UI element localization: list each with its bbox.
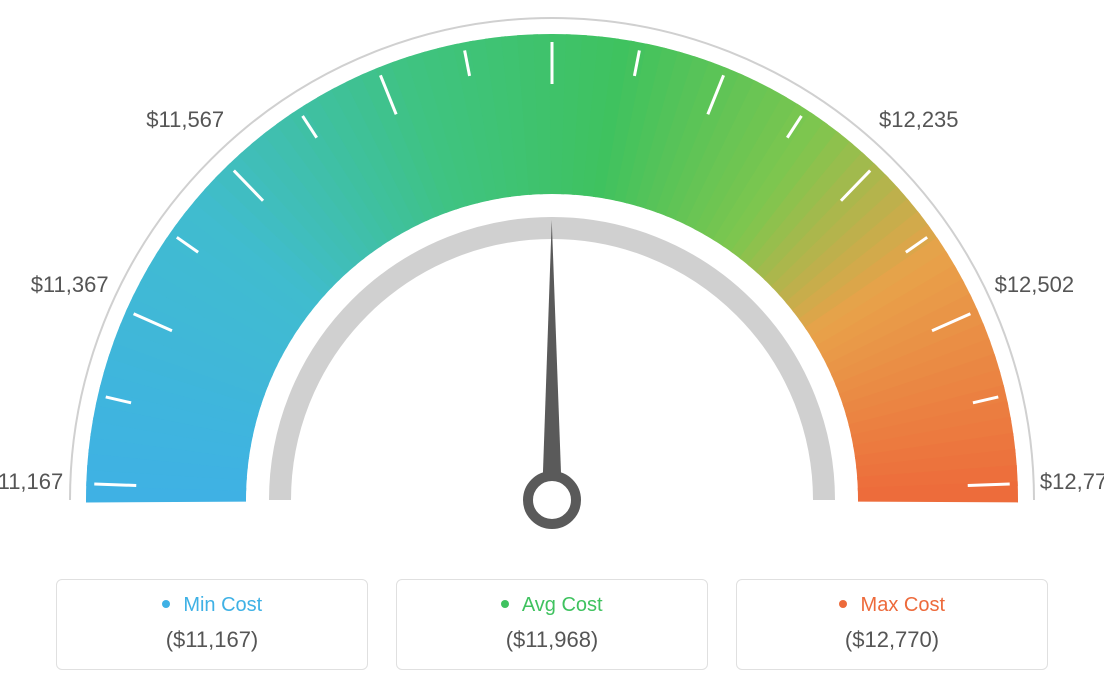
gauge-major-tick	[94, 484, 136, 485]
gauge-tick-label: $12,502	[995, 272, 1075, 298]
gauge-chart: $11,167$11,367$11,567$11,968$12,235$12,5…	[0, 0, 1104, 540]
avg-cost-label: Avg Cost	[522, 594, 603, 616]
min-cost-title: Min Cost	[57, 594, 367, 617]
avg-cost-title: Avg Cost	[397, 594, 707, 617]
gauge-major-tick	[968, 484, 1010, 485]
max-cost-label: Max Cost	[861, 594, 945, 616]
gauge-tick-label: $11,167	[0, 469, 63, 495]
gauge-tick-label: $11,367	[31, 272, 109, 298]
max-cost-title: Max Cost	[737, 594, 1047, 617]
avg-cost-card: Avg Cost ($11,968)	[396, 579, 708, 670]
gauge-tick-label: $12,770	[1040, 469, 1104, 495]
gauge-needle-hub	[528, 476, 576, 524]
gauge-tick-label: $12,235	[879, 107, 959, 133]
min-cost-card: Min Cost ($11,167)	[56, 579, 368, 670]
max-dot-icon	[839, 600, 847, 608]
min-cost-label: Min Cost	[183, 594, 262, 616]
gauge-tick-label: $11,567	[146, 107, 224, 133]
avg-dot-icon	[501, 600, 509, 608]
min-dot-icon	[162, 600, 170, 608]
summary-cards: Min Cost ($11,167) Avg Cost ($11,968) Ma…	[0, 579, 1104, 670]
gauge-svg	[0, 0, 1104, 560]
gauge-needle	[542, 220, 562, 500]
min-cost-value: ($11,167)	[57, 627, 367, 653]
max-cost-card: Max Cost ($12,770)	[736, 579, 1048, 670]
max-cost-value: ($12,770)	[737, 627, 1047, 653]
avg-cost-value: ($11,968)	[397, 627, 707, 653]
